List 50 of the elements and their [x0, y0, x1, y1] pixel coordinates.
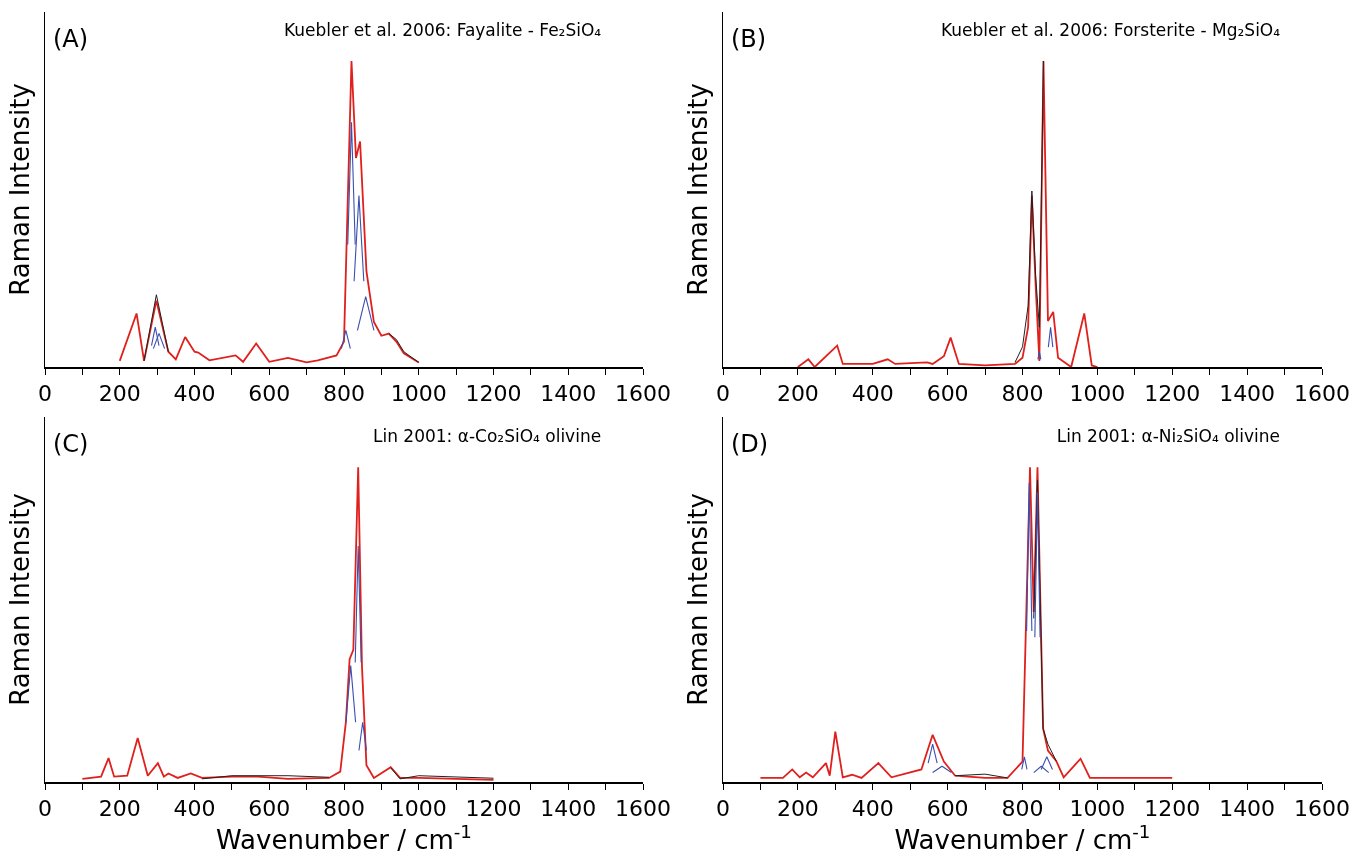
chart-title: Lin 2001: α-Ni₂SiO₄ olivine — [1056, 425, 1281, 446]
x-tick-label: 400 — [851, 380, 894, 406]
x-tick-label: 1600 — [615, 795, 671, 821]
y-axis-title: Raman Intensity — [5, 83, 36, 296]
text: (A) — [53, 25, 89, 53]
chart-title: Lin 2001: α-Co₂SiO₄ olivine — [372, 425, 602, 446]
x-tick-label: 800 — [323, 380, 365, 406]
x-tick-label: 1200 — [1144, 795, 1201, 821]
y-axis-title: Raman Intensity — [683, 83, 714, 296]
x-tick-label: 1600 — [1294, 795, 1350, 821]
x-tick-label: 1000 — [1069, 795, 1126, 821]
x-axis-title: Wavenumber / cm$^{-1}$ — [894, 820, 1151, 855]
y-axis-title: Raman Intensity — [683, 493, 714, 706]
x-tick-label: 1400 — [540, 380, 597, 406]
text: (C) — [53, 430, 89, 458]
y-axis-title: Raman Intensity — [5, 493, 36, 706]
x-tick-label: 1600 — [615, 380, 671, 406]
text: (D) — [731, 430, 769, 458]
x-tick-label: 800 — [323, 795, 365, 821]
x-tick-label: 1400 — [1219, 380, 1276, 406]
x-tick-label: 400 — [173, 380, 216, 406]
chart-title: Kuebler et al. 2006: Fayalite - Fe₂SiO₄ — [283, 20, 602, 41]
x-tick-label: 200 — [776, 380, 819, 406]
x-tick-label: 600 — [248, 380, 291, 406]
x-tick-label: 200 — [776, 795, 819, 821]
x-tick-label: 0 — [38, 380, 52, 406]
x-tick-label: 0 — [716, 795, 730, 821]
x-tick-label: 1000 — [390, 380, 447, 406]
x-tick-label: 400 — [851, 795, 894, 821]
x-tick-label: 1200 — [465, 380, 522, 406]
x-tick-label: 1400 — [1219, 795, 1276, 821]
x-tick-label: 1000 — [1069, 380, 1126, 406]
x-tick-label: 1000 — [390, 795, 447, 821]
x-tick-label: 1400 — [540, 795, 597, 821]
x-tick-label: 0 — [38, 795, 52, 821]
x-tick-label: 200 — [98, 795, 141, 821]
x-tick-label: 800 — [1001, 380, 1044, 406]
x-tick-label: 1600 — [1294, 380, 1350, 406]
x-tick-label: 600 — [926, 795, 969, 821]
x-axis-title: Wavenumber / cm$^{-1}$ — [216, 820, 472, 855]
chart-title: Kuebler et al. 2006: Forsterite - Mg₂SiO₄ — [940, 20, 1281, 41]
text: (B) — [731, 25, 767, 53]
x-tick-label: 1200 — [1144, 380, 1201, 406]
x-tick-label: 0 — [716, 380, 730, 406]
x-tick-label: 400 — [173, 795, 216, 821]
x-tick-label: 200 — [98, 380, 141, 406]
x-tick-label: 600 — [248, 795, 291, 821]
x-tick-label: 600 — [926, 380, 969, 406]
x-tick-label: 800 — [1001, 795, 1044, 821]
x-tick-label: 1200 — [465, 795, 522, 821]
